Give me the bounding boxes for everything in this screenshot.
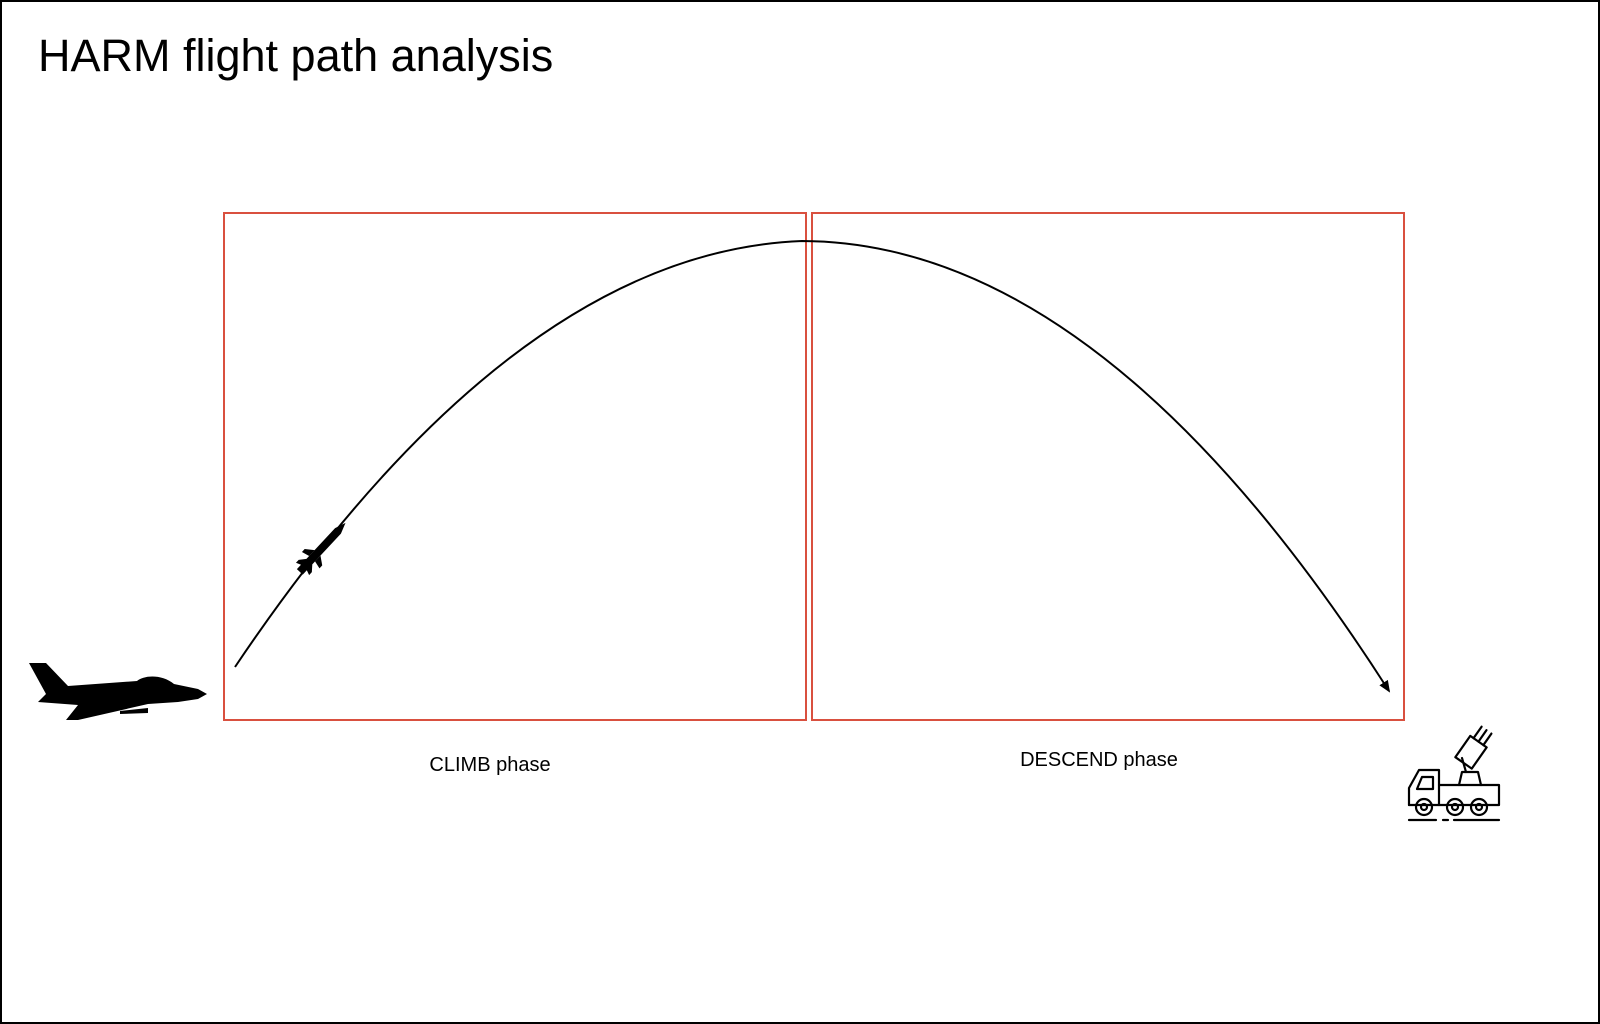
climb-phase-label: CLIMB phase [429, 754, 550, 776]
flight-path-curve [234, 239, 1391, 693]
climb-phase-box [223, 212, 807, 721]
page-title: HARM flight path analysis [38, 30, 554, 81]
radar-launcher-truck-icon [1407, 725, 1501, 822]
missile-icon [295, 522, 346, 576]
jet-aircraft-icon [29, 663, 207, 720]
descend-phase-label: DESCEND phase [1020, 749, 1178, 771]
descend-phase-box [811, 212, 1405, 721]
